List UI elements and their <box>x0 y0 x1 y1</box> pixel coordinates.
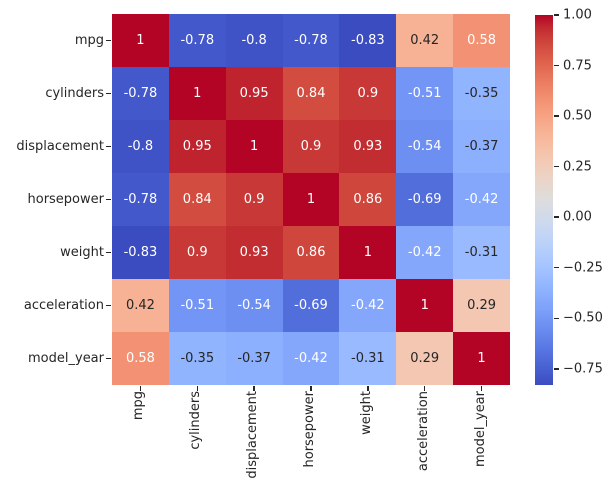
heatmap-cell: 0.29 <box>453 279 510 332</box>
heatmap-cell: 1 <box>453 332 510 385</box>
heatmap-cell: 0.9 <box>339 67 397 120</box>
x-tick-mark <box>480 386 483 391</box>
heatmap-cell: -0.83 <box>112 226 169 279</box>
heatmap-cell: 1 <box>339 226 397 279</box>
y-tick-label: cylinders <box>45 86 104 101</box>
heatmap-cell: 1 <box>168 67 226 120</box>
y-tick-label: weight <box>60 245 104 260</box>
x-tick-mark <box>424 386 426 391</box>
heatmap-cell: 0.95 <box>225 67 283 120</box>
heatmap-cell: -0.8 <box>112 120 169 173</box>
heatmap-cell: 0.29 <box>396 332 454 385</box>
x-tick-label: horsepower <box>302 391 317 468</box>
heatmap-cell: 0.9 <box>225 173 283 226</box>
colorbar-tick-label: 1.00 <box>563 7 592 23</box>
colorbar-tick-label: −0.25 <box>563 260 603 276</box>
heatmap-cell: -0.69 <box>282 279 340 332</box>
colorbar-tick-mark <box>554 216 559 218</box>
heatmap-cell: 1 <box>396 279 454 332</box>
colorbar-tick-mark <box>554 317 559 319</box>
x-tick-label: model_year <box>472 391 488 467</box>
heatmap-cell: 0.58 <box>453 14 510 67</box>
heatmap-cell: -0.51 <box>168 279 226 332</box>
y-tick-label: displacement <box>16 139 104 154</box>
y-tick-mark <box>106 92 111 95</box>
heatmap-cell: 1 <box>112 14 169 67</box>
x-tick-mark <box>139 386 142 391</box>
heatmap-grid: 1 -0.78 -0.8 -0.78 -0.83 0.42 0.58 -0.78 1 0.95 0.… <box>112 14 510 385</box>
y-tick-mark <box>106 198 111 201</box>
heatmap-cell: 0.84 <box>168 173 226 226</box>
colorbar <box>535 15 553 385</box>
heatmap-cell: -0.78 <box>282 14 340 67</box>
colorbar-tick-mark <box>554 368 559 370</box>
heatmap-cell: -0.42 <box>282 332 340 385</box>
colorbar-tick-mark <box>554 64 559 67</box>
y-tick-label: mpg <box>74 33 104 48</box>
heatmap-cell: 0.9 <box>168 226 226 279</box>
colorbar-tick-label: 0.75 <box>563 58 592 74</box>
heatmap-cell: 1 <box>225 120 283 173</box>
heatmap-cell: -0.31 <box>339 332 397 385</box>
heatmap-cell: -0.51 <box>396 67 454 120</box>
colorbar-tick-mark <box>554 165 559 168</box>
x-tick-mark <box>253 386 255 391</box>
y-tick-mark <box>106 251 111 254</box>
y-tick-label: acceleration <box>23 298 104 313</box>
heatmap-cell: -0.35 <box>168 332 226 385</box>
heatmap-cell: -0.31 <box>453 226 510 279</box>
x-tick-label: weight <box>358 391 374 435</box>
colorbar-tick-mark <box>554 267 559 269</box>
heatmap-cell: -0.78 <box>112 173 169 226</box>
x-tick-mark <box>196 386 198 391</box>
heatmap-cell: 0.42 <box>396 14 454 67</box>
heatmap-cell: 0.93 <box>339 120 397 173</box>
heatmap-cell: 0.9 <box>282 120 340 173</box>
heatmap-cell: 1 <box>282 173 340 226</box>
heatmap-cell: -0.42 <box>396 226 454 279</box>
heatmap-cell: 0.86 <box>282 226 340 279</box>
heatmap-cell: -0.35 <box>453 67 510 120</box>
heatmap-cell: -0.42 <box>453 173 510 226</box>
heatmap-cell: -0.37 <box>453 120 510 173</box>
y-tick-mark <box>106 145 111 148</box>
heatmap-cell: -0.54 <box>225 279 283 332</box>
colorbar-tick-label: 0.00 <box>563 209 592 225</box>
x-tick-label: acceleration <box>415 391 431 472</box>
colorbar-tick-mark <box>554 115 559 117</box>
heatmap-cell: 0.84 <box>282 67 340 120</box>
heatmap-cell: -0.83 <box>339 14 397 67</box>
heatmap-cell: -0.78 <box>112 67 169 120</box>
x-tick-label: displacement <box>245 391 261 479</box>
colorbar-tick-mark <box>554 14 559 16</box>
x-tick-label: cylinders <box>188 391 204 450</box>
x-tick-mark <box>367 386 369 391</box>
colorbar-tick-label: 0.25 <box>563 159 592 175</box>
y-tick-label: model_year <box>28 351 104 366</box>
y-tick-label: horsepower <box>27 192 105 207</box>
heatmap-cell: -0.37 <box>225 332 283 385</box>
colorbar-tick-label: −0.50 <box>563 310 603 326</box>
heatmap-cell: 0.95 <box>168 120 226 173</box>
heatmap-cell: 0.86 <box>339 173 397 226</box>
heatmap-cell: 0.93 <box>225 226 283 279</box>
x-tick-mark <box>310 386 312 391</box>
colorbar-tick-label: −0.75 <box>563 361 603 377</box>
heatmap-cell: -0.54 <box>396 120 454 173</box>
colorbar-gradient <box>535 15 553 385</box>
heatmap-cell: -0.69 <box>396 173 454 226</box>
colorbar-tick-label: 0.50 <box>563 108 592 124</box>
y-tick-mark <box>106 357 111 360</box>
heatmap-cell: 0.42 <box>112 279 169 332</box>
heatmap-cell: 0.58 <box>112 332 169 385</box>
heatmap-cell: -0.42 <box>339 279 397 332</box>
heatmap-cell: -0.78 <box>168 14 226 67</box>
heatmap-cell: -0.8 <box>225 14 283 67</box>
y-tick-mark <box>106 39 111 42</box>
y-tick-mark <box>106 304 111 307</box>
x-tick-label: mpg <box>131 391 147 421</box>
